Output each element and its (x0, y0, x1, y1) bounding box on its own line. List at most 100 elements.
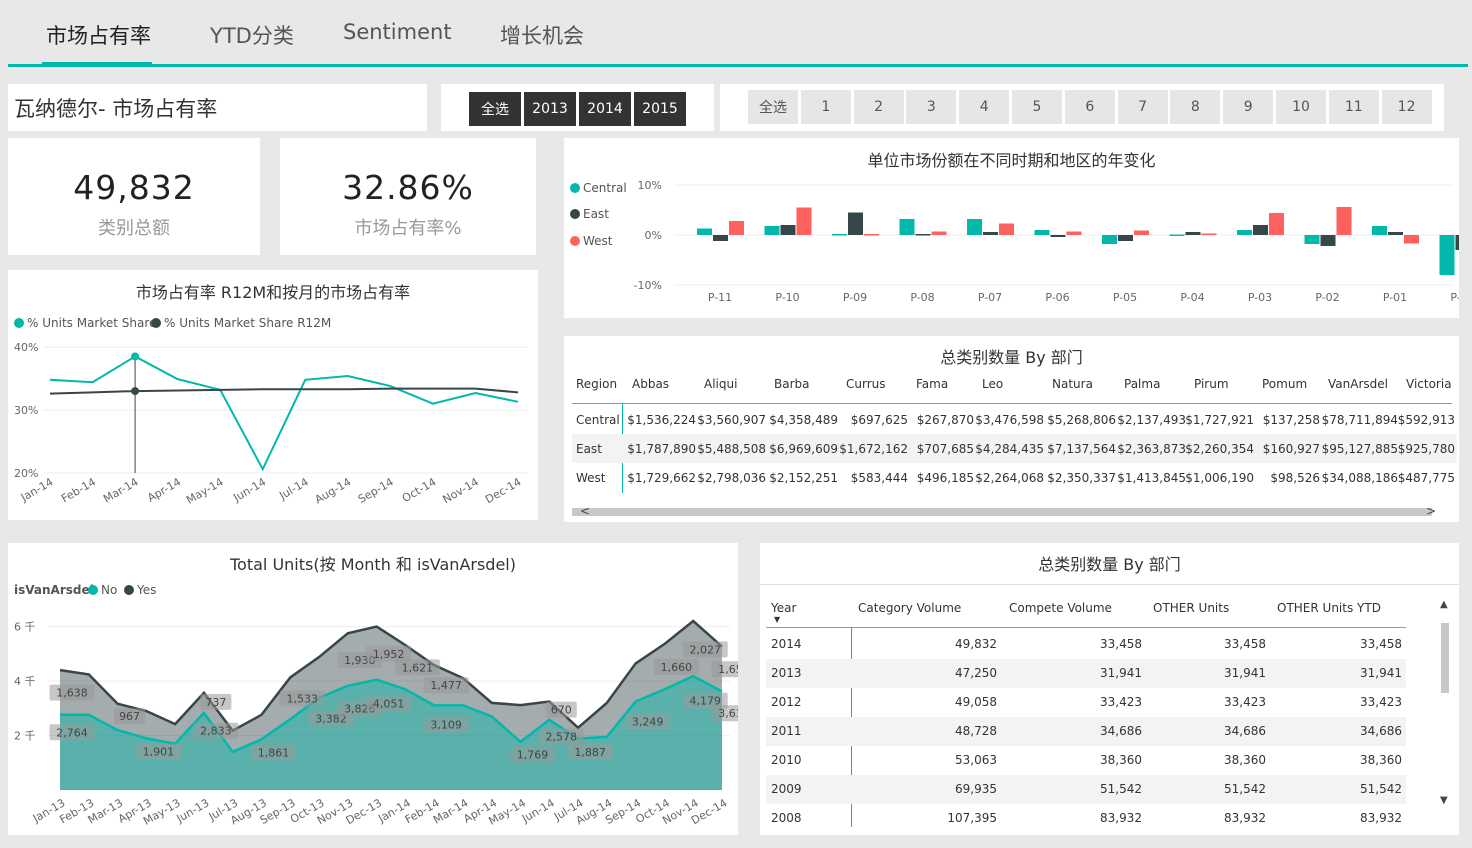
month-6-button[interactable]: 6 (1064, 90, 1115, 124)
bar-central-P-09[interactable] (832, 234, 847, 236)
scroll-down-button[interactable]: ▼ (1440, 795, 1448, 806)
data-label-bg (279, 690, 325, 707)
legend-units-market-share[interactable]: % Units Market Share (14, 316, 156, 330)
region-col-header-region[interactable]: Region (576, 377, 618, 391)
bar-central-P-03[interactable] (1237, 230, 1252, 235)
hover-point[interactable] (131, 352, 140, 361)
month-12-button[interactable]: 12 (1381, 90, 1432, 124)
bar-west-P-06[interactable] (1066, 231, 1082, 236)
legend-east[interactable]: East (570, 207, 609, 221)
bar-east-P-07[interactable] (983, 232, 998, 235)
month-9-button[interactable]: 9 (1223, 90, 1274, 124)
y-tick-label: 20% (14, 467, 38, 480)
legend-yes[interactable]: Yes (124, 583, 156, 597)
bar-west-P-03[interactable] (1269, 213, 1284, 235)
month-3-button[interactable]: 3 (906, 90, 957, 124)
region-col-header-pomum[interactable]: Pomum (1262, 377, 1308, 391)
line-series-1[interactable] (49, 387, 519, 395)
month-11-button[interactable]: 11 (1328, 90, 1379, 124)
month-7-button[interactable]: 7 (1117, 90, 1168, 124)
bar-central-P-02[interactable] (1304, 235, 1320, 244)
bar-east-P-02[interactable] (1320, 235, 1336, 246)
bar-central-P-04[interactable] (1169, 234, 1185, 237)
bar-east-P-10[interactable] (780, 225, 796, 235)
year-2015-button[interactable]: 2015 (634, 92, 686, 126)
region-col-header-barba[interactable]: Barba (774, 377, 810, 391)
month-1-button[interactable]: 1 (800, 90, 851, 124)
legend-west[interactable]: West (570, 234, 613, 248)
year-col-header-4[interactable]: OTHER Units YTD (1277, 601, 1381, 615)
region-table-cell: $3,476,598 (975, 413, 1044, 427)
region-col-header-abbas[interactable]: Abbas (632, 377, 670, 391)
year-2014-button[interactable]: 2014 (579, 92, 631, 126)
region-col-header-fama[interactable]: Fama (916, 377, 949, 391)
year-2013-button[interactable]: 2013 (524, 92, 576, 126)
legend-units-market-share-r12m[interactable]: % Units Market Share R12M (151, 316, 331, 330)
year-select-all-button[interactable]: 全选 (469, 92, 521, 126)
year-col-header-0[interactable]: Year (771, 601, 797, 615)
bar-east-P-04[interactable] (1185, 232, 1201, 235)
year-col-header-3[interactable]: OTHER Units (1153, 601, 1230, 615)
bar-east-P-08[interactable] (915, 234, 931, 236)
line-series-0[interactable] (49, 355, 519, 472)
tab-growth-opportunity[interactable]: 增长机会 (500, 24, 584, 48)
bar-west-P-01[interactable] (1404, 235, 1419, 244)
year-col-header-2[interactable]: Compete Volume (1009, 601, 1112, 615)
month-2-button[interactable]: 2 (853, 90, 904, 124)
vertical-scrollbar[interactable] (1441, 623, 1449, 693)
bar-central-P-10[interactable] (764, 226, 780, 235)
year-table-cell: 33,423 (1360, 695, 1402, 709)
bar-west-P-11[interactable] (729, 221, 744, 235)
hover-point[interactable] (131, 387, 140, 396)
region-col-header-pirum[interactable]: Pirum (1194, 377, 1229, 391)
tab-ytd-category[interactable]: YTD分类 (210, 24, 294, 48)
bar-east-P-01[interactable] (1388, 232, 1403, 235)
bar-east-P-00[interactable] (1455, 235, 1460, 250)
region-col-header-currus[interactable]: Currus (846, 377, 886, 391)
month-10-button[interactable]: 10 (1276, 90, 1326, 124)
area-yes[interactable] (60, 676, 722, 790)
bar-central-P-11[interactable] (697, 228, 712, 236)
bar-central-P-05[interactable] (1102, 235, 1117, 244)
bar-west-P-07[interactable] (999, 223, 1014, 236)
tab-market-share[interactable]: 市场占有率 (46, 24, 151, 48)
region-col-header-aliqui[interactable]: Aliqui (704, 377, 738, 391)
scroll-left-button[interactable]: < (580, 504, 591, 518)
bar-central-P-07[interactable] (967, 219, 982, 235)
bar-west-P-02[interactable] (1336, 207, 1352, 235)
region-col-header-palma[interactable]: Palma (1124, 377, 1161, 391)
bar-central-P-08[interactable] (899, 219, 915, 235)
legend-east-label: East (583, 207, 609, 221)
bar-east-P-09[interactable] (848, 212, 863, 236)
legend-no[interactable]: No (88, 583, 117, 597)
bar-east-P-06[interactable] (1050, 235, 1066, 237)
region-col-header-leo[interactable]: Leo (982, 377, 1004, 391)
horizontal-scrollbar[interactable] (572, 508, 1432, 516)
bar-central-P-06[interactable] (1034, 230, 1050, 235)
month-4-button[interactable]: 4 (959, 90, 1010, 124)
month-5-button[interactable]: 5 (1012, 90, 1062, 124)
page-title-card: 瓦纳德尔- 市场占有率 (8, 84, 427, 131)
region-col-header-victoria[interactable]: Victoria (1406, 377, 1452, 391)
bar-west-P-10[interactable] (796, 207, 812, 236)
tab-sentiment[interactable]: Sentiment (343, 20, 452, 44)
scroll-up-button[interactable]: ▲ (1440, 599, 1448, 610)
month-select-all-button[interactable]: 全选 (748, 90, 798, 124)
bar-east-P-03[interactable] (1253, 225, 1268, 235)
month-8-button[interactable]: 8 (1170, 90, 1221, 124)
bar-central-P-00[interactable] (1439, 235, 1455, 275)
year-col-header-1[interactable]: Category Volume (858, 601, 962, 615)
scroll-right-button[interactable]: > (1426, 504, 1437, 518)
bar-east-P-11[interactable] (713, 235, 728, 241)
legend-central[interactable]: Central (570, 181, 627, 195)
sort-desc-icon[interactable]: ▼ (774, 615, 781, 624)
bar-west-P-04[interactable] (1201, 233, 1217, 236)
bar-east-P-05[interactable] (1118, 235, 1133, 241)
bar-west-P-05[interactable] (1134, 230, 1149, 236)
region-col-header-natura[interactable]: Natura (1052, 377, 1093, 391)
bar-west-P-09[interactable] (864, 234, 879, 236)
data-label: 4,179 (689, 695, 721, 708)
bar-central-P-01[interactable] (1372, 226, 1387, 235)
bar-west-P-08[interactable] (931, 231, 947, 236)
region-col-header-vanarsdel[interactable]: VanArsdel (1328, 377, 1388, 391)
